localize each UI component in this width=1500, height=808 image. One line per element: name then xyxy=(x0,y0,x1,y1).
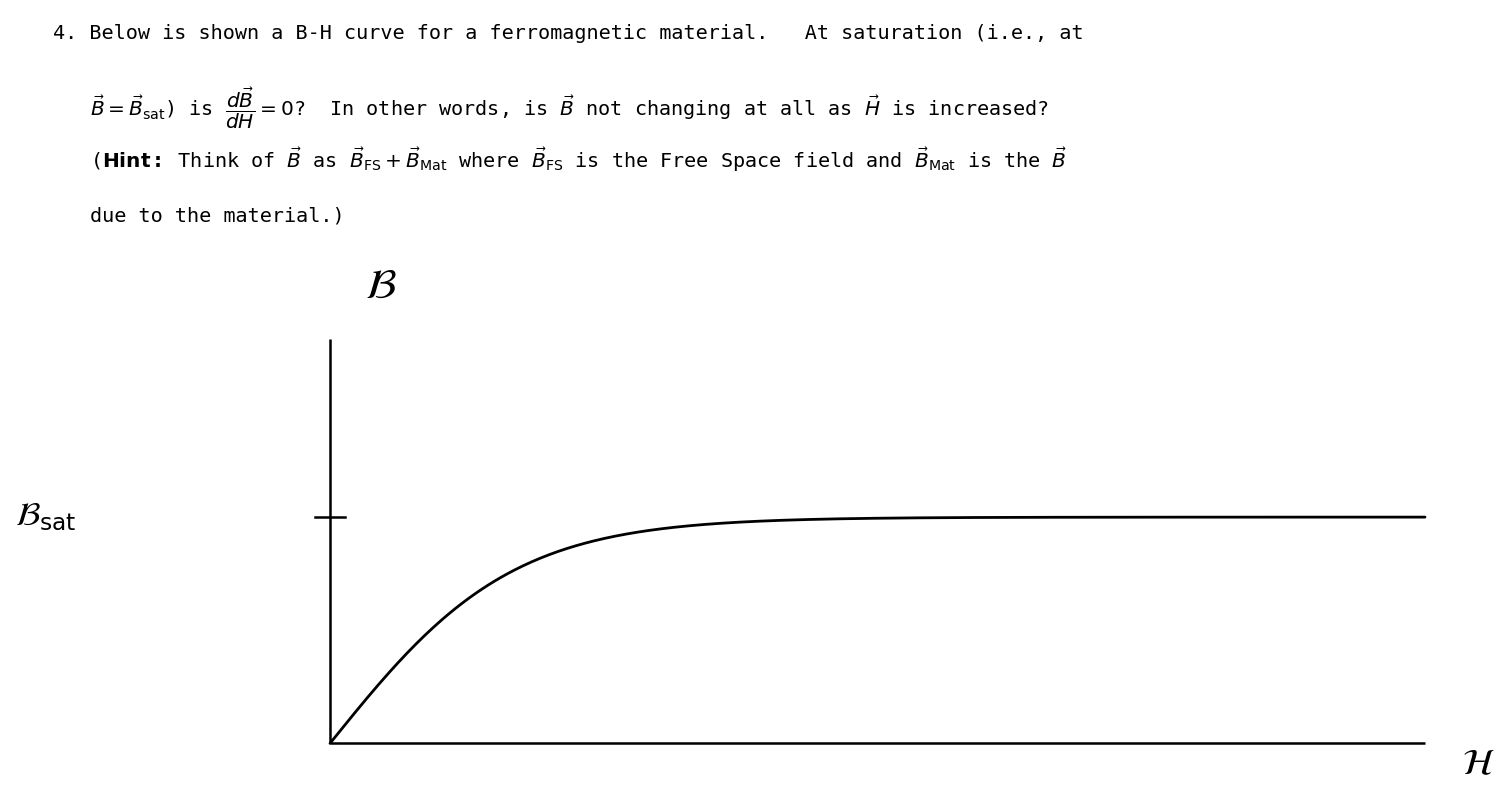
Text: $\mathcal{B}$: $\mathcal{B}$ xyxy=(364,265,396,307)
Text: 4. Below is shown a B-H curve for a ferromagnetic material.   At saturation (i.e: 4. Below is shown a B-H curve for a ferr… xyxy=(53,24,1083,44)
Text: $\mathcal{H}$: $\mathcal{H}$ xyxy=(1462,747,1496,781)
Text: due to the material.): due to the material.) xyxy=(90,206,345,225)
Text: ($\mathbf{Hint:}$ Think of $\vec{B}$ as $\vec{B}_{\rm FS} + \vec{B}_{\rm Mat}$ w: ($\mathbf{Hint:}$ Think of $\vec{B}$ as … xyxy=(90,145,1068,174)
Text: $\vec{B} = \vec{B}_{\rm sat}$) is $\dfrac{d\vec{B}}{dH} = 0$?  In other words, i: $\vec{B} = \vec{B}_{\rm sat}$) is $\dfra… xyxy=(90,85,1048,131)
Text: $\mathcal{B}_{\mathsf{sat}}$: $\mathcal{B}_{\mathsf{sat}}$ xyxy=(15,501,76,533)
